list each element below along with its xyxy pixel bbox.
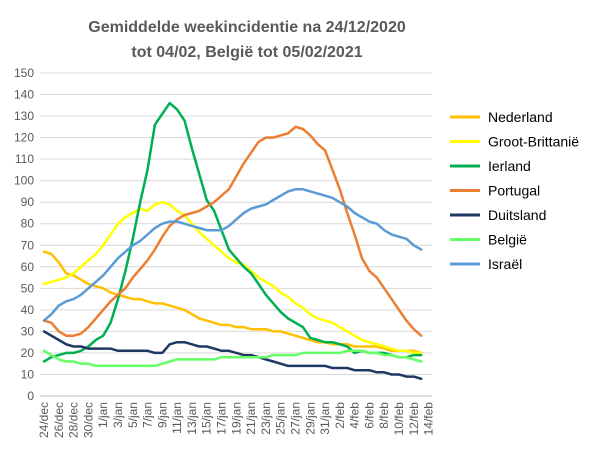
- x-tick-label: 26/dec: [52, 402, 66, 438]
- series-line-israel: [42, 188, 423, 322]
- y-tick-label: 0: [27, 389, 34, 403]
- legend-label-portugal: Portugal: [488, 183, 540, 199]
- x-tick-label: 5/jan: [126, 402, 140, 428]
- x-tick-label: 17/jan: [215, 402, 229, 435]
- series-line-portugal: [42, 125, 423, 337]
- y-tick-label: 40: [21, 303, 35, 317]
- x-tick-label: 30/dec: [81, 402, 95, 438]
- x-tick-label: 2/feb: [333, 402, 347, 429]
- y-tick-label: 70: [21, 238, 35, 252]
- series-line-groot-brittanie: [42, 200, 423, 355]
- x-tick-label: 9/jan: [155, 402, 169, 428]
- x-tick-label: 4/feb: [348, 402, 362, 429]
- y-tick-label: 130: [14, 109, 34, 123]
- x-tick-label: 14/feb: [422, 402, 436, 436]
- y-tick-label: 50: [21, 281, 35, 295]
- x-tick-label: 3/jan: [111, 402, 125, 428]
- y-tick-label: 140: [14, 88, 34, 102]
- legend-label-israel: Israël: [488, 256, 522, 272]
- x-axis-ticks: 24/dec 26/dec 28/dec 30/dec 1/jan 3/jan 5/jan 7…: [37, 402, 436, 438]
- x-tick-label: 19/jan: [229, 402, 243, 435]
- x-tick-label: 27/jan: [288, 402, 302, 435]
- y-tick-label: 80: [21, 217, 35, 231]
- x-tick-label: 15/jan: [200, 402, 214, 435]
- x-tick-label: 12/feb: [407, 402, 421, 436]
- series-line-ierland: [42, 101, 423, 363]
- x-tick-label: 1/jan: [96, 402, 110, 428]
- y-tick-label: 150: [14, 66, 34, 80]
- x-tick-label: 6/feb: [362, 402, 376, 429]
- legend-label-nederland: Nederland: [488, 109, 553, 125]
- y-tick-label: 100: [14, 174, 34, 188]
- x-tick-label: 7/jan: [141, 402, 155, 428]
- x-tick-label: 23/jan: [259, 402, 273, 435]
- x-tick-label: 10/feb: [392, 402, 406, 436]
- x-tick-label: 21/jan: [244, 402, 258, 435]
- chart-title-line-2: tot 04/02, België tot 05/02/2021: [131, 44, 362, 61]
- y-tick-label: 10: [21, 367, 35, 381]
- y-tick-label: 90: [21, 195, 35, 209]
- y-tick-label: 110: [15, 152, 34, 166]
- legend-label-duitsland: Duitsland: [488, 207, 546, 223]
- x-tick-label: 28/dec: [67, 402, 81, 438]
- y-tick-label: 120: [14, 131, 34, 145]
- x-tick-label: 8/feb: [377, 402, 391, 429]
- legend-label-ierland: Ierland: [488, 158, 531, 174]
- y-tick-label: 60: [21, 260, 35, 274]
- x-tick-label: 31/jan: [318, 402, 332, 435]
- legend-label-groot-brittanie: Groot-Brittanië: [488, 134, 579, 150]
- series-line-belgie: [42, 349, 423, 368]
- legend: Nederland Groot-Brittanië Ierland Portugal D…: [450, 109, 579, 272]
- y-tick-label: 30: [21, 324, 35, 338]
- series-line-duitsland: [42, 330, 423, 381]
- y-axis-ticks: 0 10 20 30 40 50 60 70 80 90 100 110 120 130 140 150: [14, 66, 34, 403]
- x-tick-label: 13/jan: [185, 402, 199, 435]
- y-tick-label: 20: [21, 346, 35, 360]
- x-tick-label: 24/dec: [37, 402, 51, 438]
- series-lines: [42, 101, 423, 381]
- series-line-nederland: [42, 250, 423, 355]
- x-tick-label: 11/jan: [170, 402, 184, 434]
- x-tick-label: 29/jan: [303, 402, 317, 435]
- legend-label-belgie: België: [488, 232, 527, 248]
- x-tick-label: 25/jan: [274, 402, 288, 435]
- chart-title-line-1: Gemiddelde weekincidentie na 24/12/2020: [88, 19, 406, 36]
